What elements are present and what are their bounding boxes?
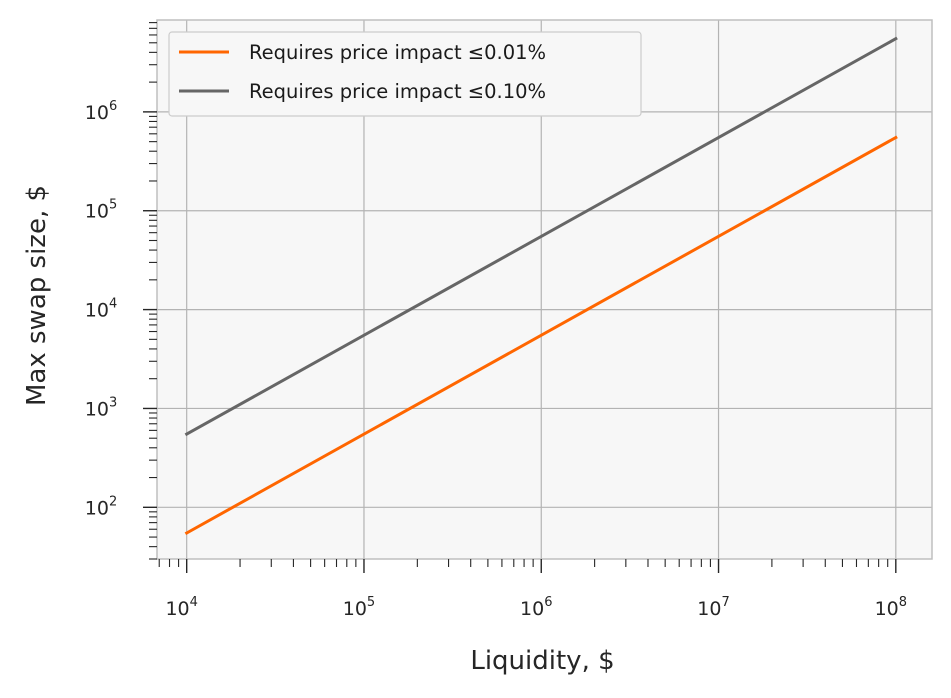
y-tick-label: 104 bbox=[85, 297, 117, 322]
x-axis-label: Liquidity, $ bbox=[470, 646, 614, 676]
x-tick-label: 105 bbox=[343, 595, 375, 620]
y-tick-label: 105 bbox=[85, 198, 117, 223]
x-tick-exponent: 7 bbox=[721, 595, 729, 610]
y-tick-base: 10 bbox=[85, 300, 109, 322]
y-tick-base: 10 bbox=[85, 398, 109, 420]
x-tick-label: 106 bbox=[520, 595, 552, 620]
plot-frame bbox=[156, 19, 933, 560]
x-tick-exponent: 4 bbox=[190, 595, 198, 610]
x-tick-label: 104 bbox=[165, 595, 197, 620]
x-tick-exponent: 5 bbox=[367, 595, 375, 610]
x-tick-base: 10 bbox=[875, 598, 899, 620]
series-line-2 bbox=[184, 36, 898, 437]
series-line-1 bbox=[184, 135, 898, 536]
y-tick-base: 10 bbox=[85, 102, 109, 124]
x-tick-base: 10 bbox=[165, 598, 189, 620]
y-tick-exponent: 6 bbox=[109, 99, 117, 114]
x-tick-label: 107 bbox=[697, 595, 729, 620]
y-tick-exponent: 3 bbox=[109, 395, 117, 410]
legend-label: Requires price impact ≤0.01% bbox=[249, 41, 546, 64]
y-tick-label: 102 bbox=[85, 494, 117, 519]
x-tick-exponent: 6 bbox=[544, 595, 552, 610]
x-tick-exponent: 8 bbox=[899, 595, 907, 610]
y-tick-exponent: 5 bbox=[109, 198, 117, 213]
y-tick-exponent: 4 bbox=[109, 297, 117, 312]
x-tick-base: 10 bbox=[520, 598, 544, 620]
y-tick-exponent: 2 bbox=[109, 494, 117, 509]
x-tick-label: 108 bbox=[875, 595, 907, 620]
series-lines bbox=[184, 36, 898, 536]
y-tick-base: 10 bbox=[85, 201, 109, 223]
y-tick-label: 103 bbox=[85, 395, 117, 420]
x-tick-base: 10 bbox=[343, 598, 367, 620]
y-tick-label: 106 bbox=[85, 99, 117, 124]
x-tick-base: 10 bbox=[697, 598, 721, 620]
y-tick-base: 10 bbox=[85, 497, 109, 519]
y-axis-label: Max swap size, $ bbox=[22, 185, 52, 406]
legend-box bbox=[168, 31, 642, 117]
legend: Requires price impact ≤0.01% Requires pri… bbox=[168, 31, 642, 117]
legend-label: Requires price impact ≤0.10% bbox=[249, 80, 546, 103]
